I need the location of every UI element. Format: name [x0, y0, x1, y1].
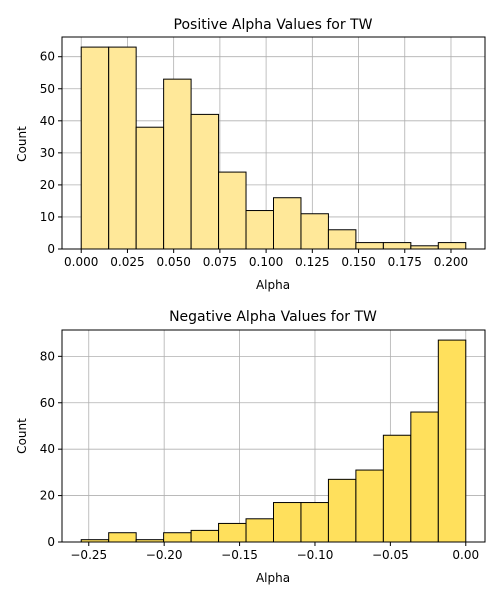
histogram-bar	[190, 529, 220, 543]
histogram-bar	[190, 113, 220, 250]
negative-alpha-histogram: Negative Alpha Values for TW −0.25 −0.20−…	[15, 309, 486, 585]
y-axis-ticks: 0 20 40 60 80	[40, 349, 62, 549]
histogram-bar	[300, 502, 329, 543]
y-axis-label: Count	[15, 126, 29, 162]
histogram-bar	[80, 46, 110, 250]
y-tick-label: 10	[40, 210, 55, 224]
plot-frame	[61, 329, 486, 543]
x-tick-label: 0.000	[64, 255, 98, 269]
plot-frame	[61, 36, 486, 250]
histogram-bar	[437, 242, 467, 250]
x-axis-ticks: 0.000 0.025 0.050 0.075 0.100 0.125 0.150 0.175…	[64, 249, 468, 269]
y-tick-label: 50	[40, 82, 55, 96]
y-axis-ticks: 0 10 20 30 40 50 60	[40, 50, 62, 256]
x-tick-label: 0.100	[249, 255, 283, 269]
y-tick-label: 80	[40, 349, 55, 363]
x-tick-label: −0.20	[146, 548, 183, 562]
histogram-bar	[300, 213, 329, 250]
y-tick-label: 40	[40, 114, 55, 128]
y-tick-label: 0	[47, 242, 55, 256]
x-axis-label: Alpha	[256, 278, 290, 292]
x-tick-label: 0.075	[203, 255, 237, 269]
histogram-bar	[108, 46, 137, 250]
y-tick-label: 60	[40, 50, 55, 64]
x-tick-label: −0.05	[372, 548, 409, 562]
y-tick-label: 40	[40, 442, 55, 456]
x-axis-label: Alpha	[256, 571, 290, 585]
chart-title: Negative Alpha Values for TW	[169, 309, 377, 325]
y-tick-label: 20	[40, 178, 55, 192]
histogram-bar	[108, 532, 137, 543]
histogram-bar	[273, 502, 302, 543]
histogram-bar	[382, 434, 412, 543]
histogram-bar	[355, 242, 384, 250]
positive-alpha-histogram: Positive Alpha Values for TW 0.000 0.025 0…	[15, 17, 486, 292]
x-tick-label: 0.150	[341, 255, 375, 269]
x-tick-label: 0.050	[156, 255, 190, 269]
x-tick-label: 0.200	[434, 255, 468, 269]
x-tick-label: 0.175	[388, 255, 422, 269]
histogram-bar	[135, 126, 165, 250]
x-tick-label: 0.025	[110, 255, 144, 269]
x-tick-label: 0.125	[295, 255, 329, 269]
x-tick-label: −0.15	[221, 548, 258, 562]
histogram-bar	[355, 469, 384, 543]
histogram-bar	[410, 411, 439, 543]
histogram-bar	[163, 532, 192, 543]
histogram-bar	[218, 171, 247, 250]
y-tick-label: 30	[40, 146, 55, 160]
y-tick-label: 0	[47, 535, 55, 549]
histogram-bar	[218, 522, 247, 543]
x-tick-label: 0.00	[452, 548, 479, 562]
chart-title: Positive Alpha Values for TW	[174, 17, 373, 33]
histogram-bar	[382, 242, 412, 250]
histogram-bar	[437, 339, 467, 543]
bars	[80, 46, 467, 250]
histogram-bar	[245, 210, 275, 250]
histogram-bar	[327, 229, 357, 250]
y-axis-label: Count	[15, 418, 29, 454]
y-tick-label: 20	[40, 489, 55, 503]
bars	[80, 339, 467, 543]
x-tick-label: −0.25	[70, 548, 107, 562]
y-tick-label: 60	[40, 396, 55, 410]
x-tick-label: −0.10	[297, 548, 334, 562]
histogram-bar	[327, 478, 357, 543]
histogram-bar	[245, 518, 274, 543]
histogram-bar	[163, 78, 192, 250]
x-axis-ticks: −0.25 −0.20 −0.15 −0.10 −0.05 0.00	[70, 542, 479, 562]
histogram-bar	[273, 197, 302, 250]
